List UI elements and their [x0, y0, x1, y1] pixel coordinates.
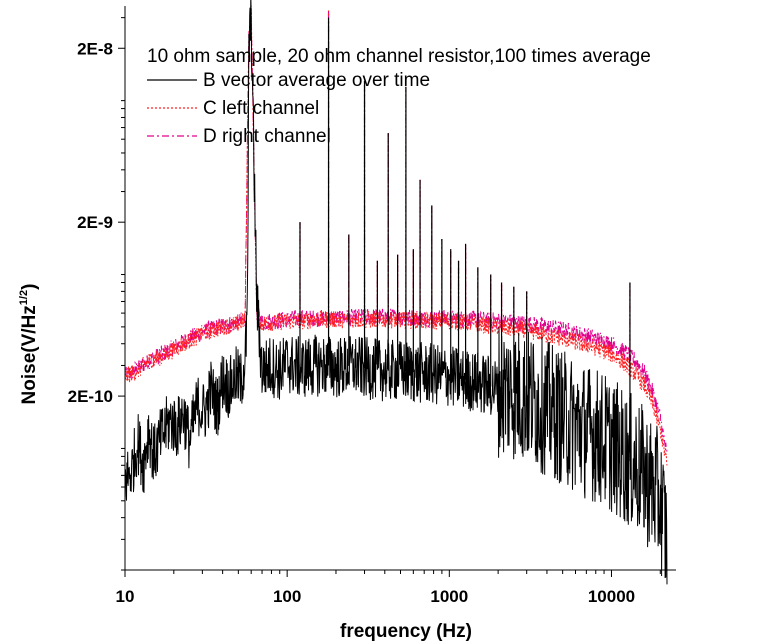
legend-label-c: C left channel: [203, 98, 319, 119]
y-tick-label: 2E-10: [68, 387, 113, 406]
x-tick-label: 10: [116, 587, 135, 606]
series-line-c: [124, 5, 668, 466]
x-tick-label: 100: [273, 587, 301, 606]
legend-label-d: D right channel: [203, 126, 331, 147]
y-tick-label: 2E-8: [77, 39, 113, 58]
legend: B vector average over time C left channel…: [147, 70, 430, 147]
x-tick-label: 10000: [588, 587, 635, 606]
y-axis-title: Noise(V/Hz1/2): [18, 284, 40, 405]
x-axis-title: frequency (Hz): [340, 621, 472, 642]
y-axis-title-main: Noise(V/Hz: [19, 305, 40, 404]
chart-title: 10 ohm sample, 20 ohm channel resistor,1…: [147, 46, 651, 67]
y-tick-label: 2E-9: [77, 213, 113, 232]
series-line-d: [124, 8, 668, 452]
legend-label-b: B vector average over time: [203, 70, 430, 91]
axes: 10 100 1000 10000 2E-10 2E-9 2E-8: [68, 6, 676, 606]
x-tick-label: 1000: [430, 587, 468, 606]
y-axis-title-sup: 1/2: [18, 290, 30, 305]
y-axis-title-close: ): [19, 284, 40, 290]
plot-area: [124, 0, 668, 585]
series-line-b: [124, 0, 668, 585]
